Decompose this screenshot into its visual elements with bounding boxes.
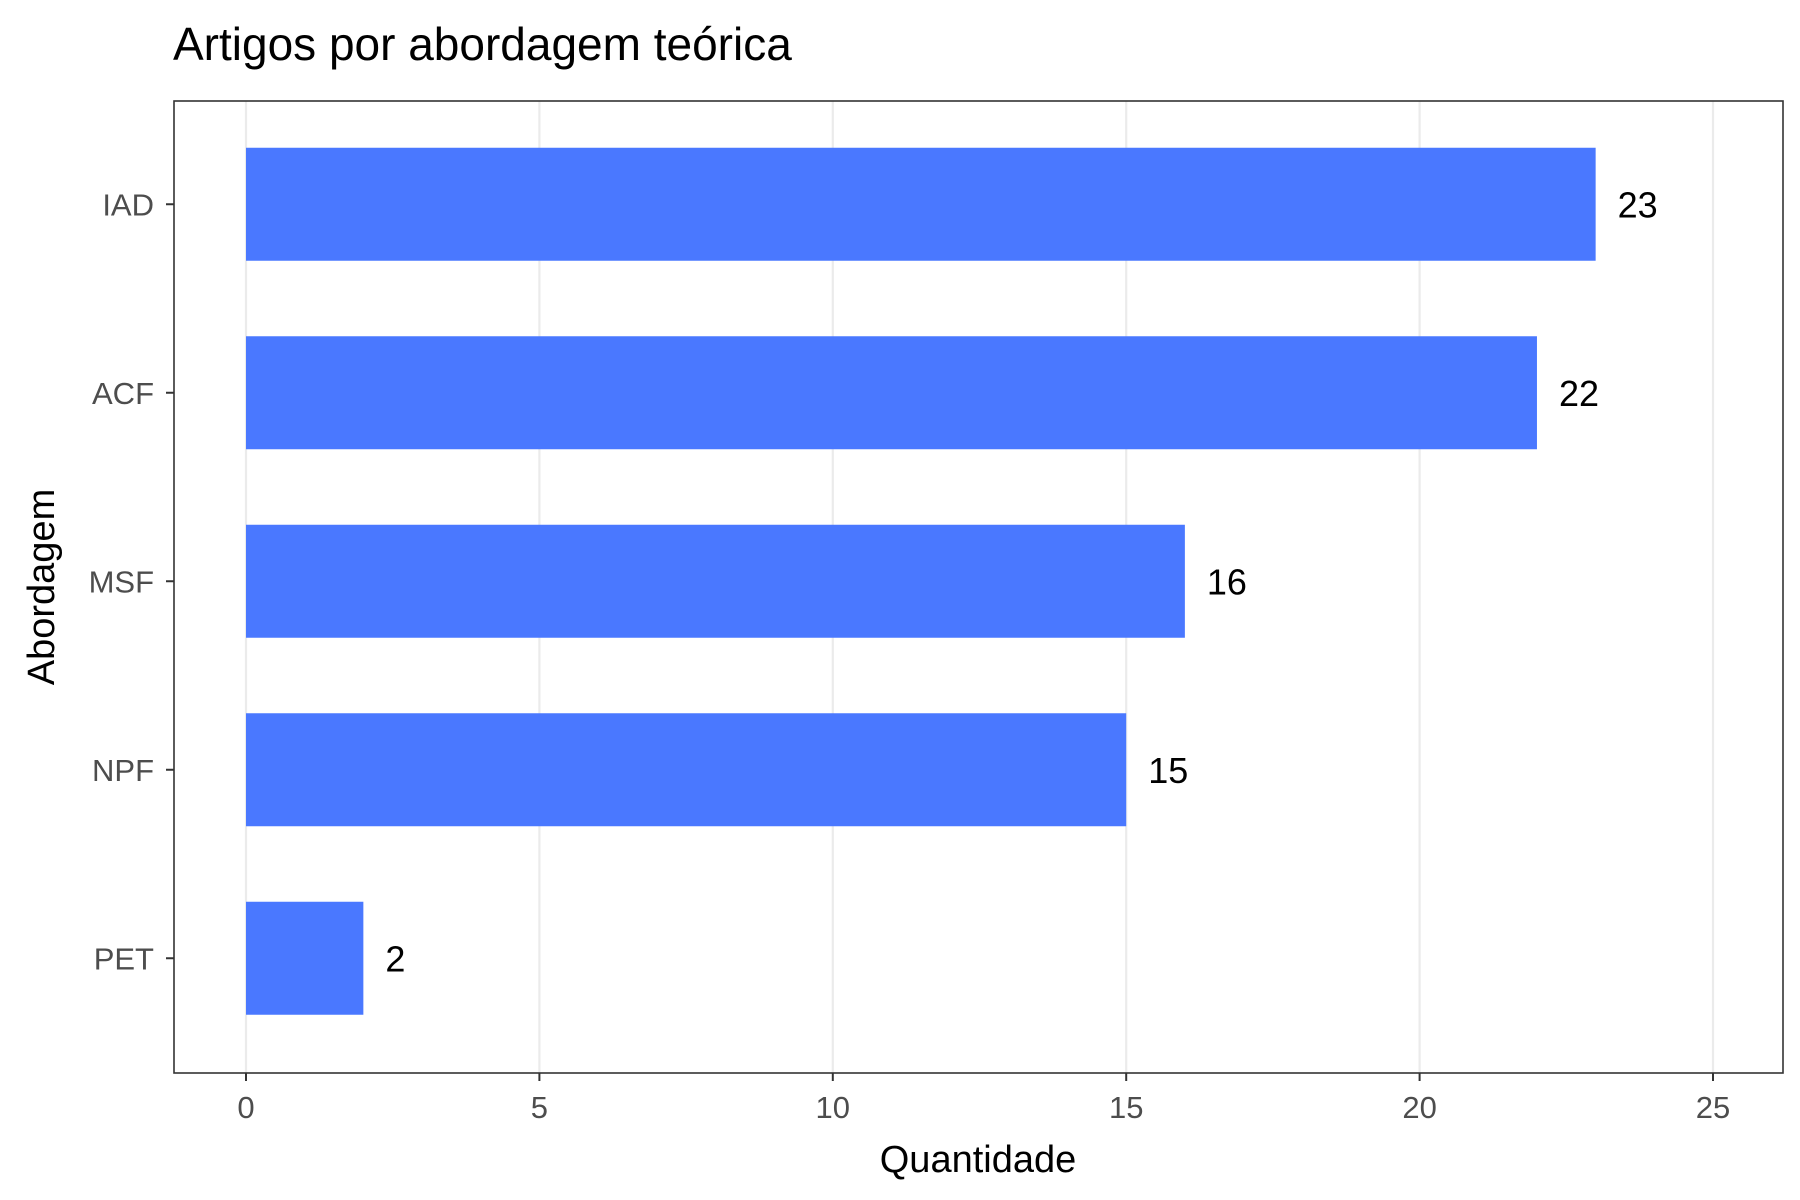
bar-npf [246,713,1127,827]
data-label-acf: 22 [1559,373,1599,414]
bars: 23 22 16 15 2 [246,147,1658,1015]
x-tick-label: 0 [237,1090,254,1125]
x-axis: 0 5 10 15 20 25 [237,1073,1730,1125]
data-label-iad: 23 [1618,184,1658,225]
y-axis-title: Abordagem [21,489,63,685]
x-tick-label: 10 [816,1090,850,1125]
x-tick-label: 25 [1696,1090,1730,1125]
x-tick-label: 15 [1109,1090,1143,1125]
y-tick-label: MSF [89,564,154,599]
data-label-msf: 16 [1207,561,1247,602]
x-tick-label: 20 [1402,1090,1436,1125]
y-axis: IAD ACF MSF NPF PET [89,187,174,976]
bar-msf [246,524,1185,638]
x-axis-title: Quantidade [880,1139,1077,1181]
x-tick-label: 5 [531,1090,548,1125]
panel-border [173,100,1784,1074]
y-tick-label: NPF [92,753,154,788]
y-tick-label: IAD [102,187,154,222]
data-label-npf: 15 [1148,750,1188,791]
bar-acf [246,336,1537,450]
y-tick-label: PET [94,941,154,976]
data-label-pet: 2 [385,938,405,979]
chart-title: Artigos por abordagem teórica [173,18,792,70]
bar-iad [246,147,1596,261]
y-tick-label: ACF [92,376,154,411]
bar-pet [246,901,364,1015]
